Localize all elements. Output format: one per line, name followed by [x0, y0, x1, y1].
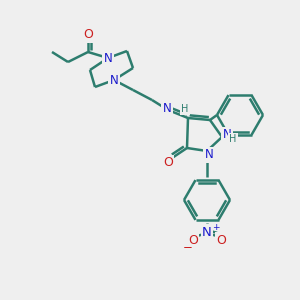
Text: −: − — [183, 242, 193, 254]
Text: N: N — [103, 52, 112, 64]
Text: N: N — [202, 226, 212, 238]
Text: H: H — [229, 134, 237, 144]
Text: O: O — [216, 233, 226, 247]
Text: N: N — [163, 103, 171, 116]
Text: O: O — [163, 157, 173, 169]
Text: N: N — [205, 148, 213, 161]
Text: H: H — [181, 104, 189, 114]
Text: +: + — [212, 224, 220, 232]
Text: N: N — [110, 74, 118, 86]
Text: O: O — [83, 28, 93, 41]
Text: O: O — [188, 233, 198, 247]
Text: N: N — [223, 128, 231, 142]
